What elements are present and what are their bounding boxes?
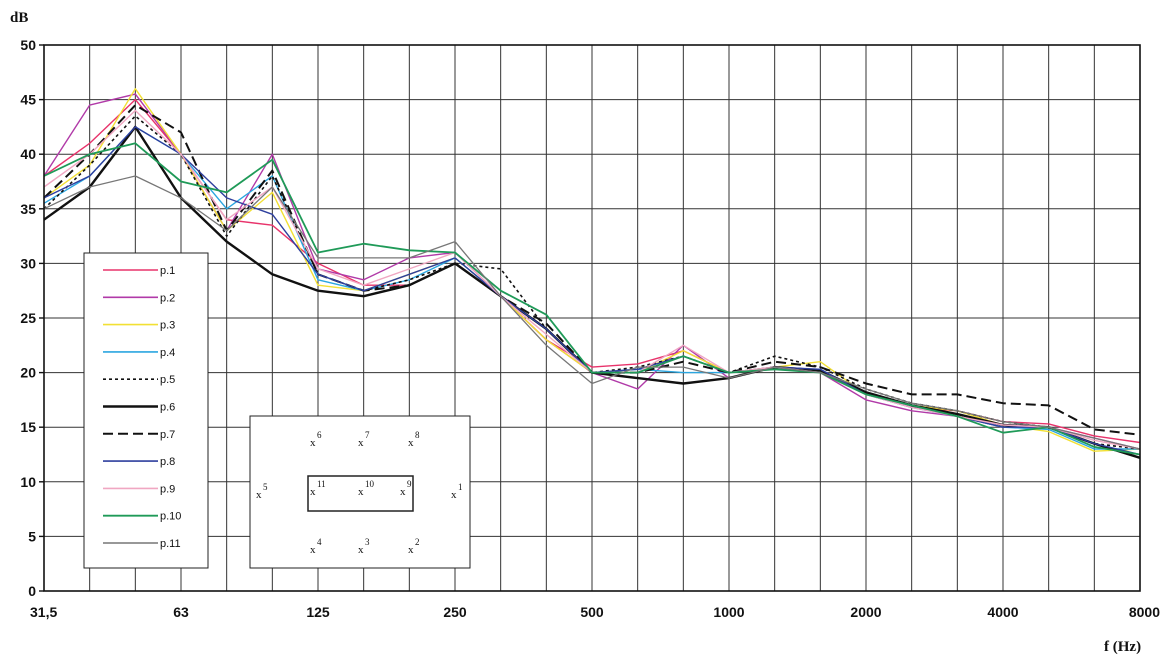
x-tick-label: 500 (580, 604, 604, 620)
y-tick-label: 0 (28, 583, 36, 599)
x-tick-label: 8000 (1129, 604, 1160, 620)
plan-marker-x: x (358, 437, 364, 449)
plan-marker-number: 1 (458, 482, 463, 492)
plan-marker-x: x (408, 544, 414, 556)
y-axis-label: dB (10, 10, 28, 26)
plan-marker-x: x (310, 544, 316, 556)
legend-label: p.6 (160, 402, 175, 414)
legend-label: p.5 (160, 374, 175, 386)
plan-marker-number: 9 (407, 479, 412, 489)
legend-label: p.2 (160, 292, 175, 304)
x-axis-ticks: 31,5 63 125 250 500 1000 2000 4000 8000 (30, 604, 1160, 620)
y-tick-label: 50 (20, 37, 36, 53)
plan-marker-number: 10 (365, 479, 375, 489)
y-axis-ticks: 0 5 10 15 20 25 30 35 40 45 50 (20, 37, 44, 599)
series-lines (43, 87, 1141, 459)
y-tick-label: 10 (20, 474, 36, 490)
y-tick-label: 30 (20, 255, 36, 271)
x-tick-label: 63 (173, 604, 189, 620)
x-tick-label: 31,5 (30, 604, 57, 620)
plan-marker-number: 4 (317, 537, 322, 547)
plan-marker-x: x (358, 544, 364, 556)
legend-box (83, 252, 209, 569)
x-tick-label: 250 (443, 604, 467, 620)
plan-marker-x: x (358, 486, 364, 498)
x-tick-label: 125 (306, 604, 330, 620)
plan-marker-x: x (400, 486, 406, 498)
series-line-10 (43, 142, 1141, 456)
y-tick-label: 15 (20, 419, 36, 435)
x-tick-label: 4000 (987, 604, 1018, 620)
plan-marker-x: x (310, 486, 316, 498)
plan-outer-box (249, 415, 471, 569)
y-tick-label: 25 (20, 310, 36, 326)
legend-label: p.4 (160, 347, 175, 359)
y-tick-label: 35 (20, 201, 36, 217)
legend-label: p.9 (160, 483, 175, 495)
series-line-11 (43, 175, 1141, 450)
legend: p.1 p.2 p.3 p.4 p.5 p.6 p.7 p.8 p.9 p.10 p.11 (83, 252, 209, 569)
grid-lines (44, 45, 1140, 591)
plan-inner-box (307, 475, 414, 512)
plan-marker-number: 7 (365, 430, 370, 440)
plan-marker-x: x (310, 437, 316, 449)
plan-marker-x: x (451, 489, 457, 501)
x-tick-label: 2000 (850, 604, 881, 620)
legend-label: p.10 (160, 511, 181, 523)
plan-marker-number: 5 (263, 482, 268, 492)
legend-items: p.1 p.2 p.3 p.4 p.5 p.6 p.7 p.8 p.9 p.10 p.11 (103, 265, 181, 550)
plan-marker-number: 11 (317, 479, 326, 489)
y-tick-label: 5 (28, 528, 36, 544)
legend-label: p.8 (160, 456, 175, 468)
y-tick-label: 45 (20, 92, 36, 108)
plan-marker-number: 6 (317, 430, 322, 440)
x-axis-label: f (Hz) (1104, 639, 1141, 655)
legend-label: p.7 (160, 429, 175, 441)
legend-label: p.3 (160, 320, 175, 332)
plan-marker-number: 8 (415, 430, 420, 440)
plan-marker-number: 2 (415, 537, 420, 547)
y-tick-label: 20 (20, 365, 36, 381)
x-tick-label: 1000 (713, 604, 744, 620)
plan-marker-number: 3 (365, 537, 370, 547)
plan-marker-x: x (256, 489, 262, 501)
legend-label: p.11 (160, 538, 181, 550)
plan-marker-x: x (408, 437, 414, 449)
y-tick-label: 40 (20, 146, 36, 162)
legend-label: p.1 (160, 265, 175, 277)
